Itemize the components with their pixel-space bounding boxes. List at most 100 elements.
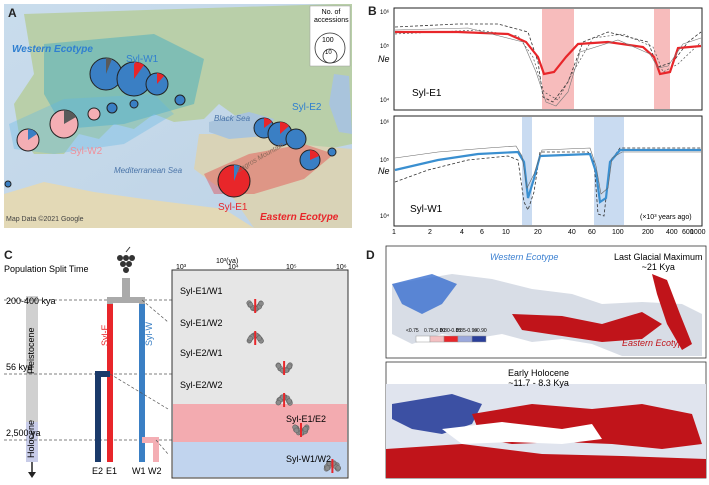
pie-w2-c <box>87 107 101 121</box>
lgm-west-suitability <box>392 274 457 314</box>
ne-ylabel-bottom: Ne <box>378 166 390 176</box>
leaf-w2: W2 <box>148 466 162 476</box>
connector-2 <box>109 373 169 410</box>
row-label-5: Syl-E1/E2 <box>286 414 327 424</box>
panel-d-label: D <box>366 248 375 262</box>
units-label: (×10³ years ago) <box>640 214 692 221</box>
e1-curve-thin <box>394 27 702 107</box>
axis-tick-1: 10³ <box>176 264 187 271</box>
ytick-bottom-3: 10⁴ <box>380 214 390 220</box>
pie-w1-e <box>129 99 139 109</box>
e1-curve-main <box>395 30 702 76</box>
panel-c-label: C <box>4 248 13 262</box>
axis-tick-3: 10⁵ <box>286 264 297 271</box>
panel-a-map <box>4 4 352 228</box>
split-point <box>258 300 264 307</box>
legend-title-line1: No. of <box>321 9 341 16</box>
syl-w-lineage-label: Syl-W <box>144 322 154 346</box>
lgm-title-line1: Last Glacial Maximum <box>614 252 703 262</box>
pie-e1-a <box>217 164 251 198</box>
ytick-bottom-1: 10⁶ <box>380 120 390 126</box>
row-label-3: Syl-E2/W1 <box>180 348 223 358</box>
split-point <box>286 363 293 369</box>
map-credit: Map Data ©2021 Google <box>6 216 84 223</box>
e1-shade-1 <box>542 9 574 109</box>
time-arrow-head <box>28 472 36 478</box>
panel-a: A No. of accessions 100 10 Western Ecoty… <box>4 4 352 228</box>
pie-w1-c <box>145 72 169 96</box>
split-point <box>256 335 262 341</box>
xtick-2: 2 <box>428 229 432 236</box>
accession-legend-box <box>309 5 351 67</box>
lgm-east-suitability-2 <box>652 274 692 350</box>
legend-title-line2: accessions <box>314 17 349 24</box>
xtick-4: 6 <box>480 229 484 236</box>
syl-e-lineage-label: Syl-E <box>100 324 110 346</box>
pie-w1-b <box>116 61 152 97</box>
xtick-3: 4 <box>460 229 464 236</box>
panel-a-label: A <box>8 6 17 20</box>
axis-tick-4: 10⁶ <box>336 264 347 271</box>
legend-swatch-4 <box>457 335 473 343</box>
pie-e2-e <box>327 147 337 157</box>
pie-small-west <box>4 180 12 188</box>
split-point <box>275 400 282 406</box>
pie-e2-c <box>285 128 307 150</box>
w1-curve-dashed <box>394 147 701 217</box>
split-axis-label: 10³(ya) <box>216 258 239 265</box>
holocene-east-suitability-2 <box>386 444 706 478</box>
xtick-12: 600 <box>682 229 694 236</box>
ytick-top-2: 10⁵ <box>380 44 390 50</box>
legend-range-2: 0.75-0.80 <box>424 328 446 334</box>
xtick-13: 1000 <box>690 229 706 236</box>
caspian-sea <box>329 74 352 134</box>
row-label-4: Syl-E2/W2 <box>180 380 223 390</box>
split-point <box>293 427 300 433</box>
syl-w1-label: Syl-W1 <box>126 54 159 65</box>
w1-shade-1 <box>522 117 532 225</box>
syl-w1-plot-label: Syl-W1 <box>410 204 443 215</box>
pie-w2-a <box>49 109 79 139</box>
e1e2-band <box>173 404 347 442</box>
lgm-title: Last Glacial Maximum ~21 Kya <box>614 252 703 272</box>
tree-branch-e2 <box>95 371 110 462</box>
syl-e2-label: Syl-E2 <box>292 102 322 113</box>
panel-d-maps <box>385 245 707 479</box>
split-point <box>286 398 292 404</box>
pie-w2-d <box>106 102 118 114</box>
e1-curve-dashed-1 <box>394 23 702 103</box>
lgm-east-suitability-1 <box>512 312 662 342</box>
africa-land <box>4 182 254 228</box>
lgm-title-line2: ~21 Kya <box>641 262 675 272</box>
legend-label-100: 100 <box>322 37 334 44</box>
syl-e1-plot-label: Syl-E1 <box>412 88 442 99</box>
pleistocene-bar <box>26 296 38 422</box>
ytick-top-3: 10⁴ <box>380 98 390 104</box>
legend-range-4: 0.85-0.90 <box>456 328 478 334</box>
split-point <box>275 363 282 369</box>
pie-w1-d <box>174 94 186 106</box>
legend-title: No. of accessions <box>314 9 349 25</box>
pleistocene-label: Pleistocene <box>26 327 36 374</box>
panel-c: C Population Split Time 10³(ya) <box>2 244 354 480</box>
legend-range-5: >0.90 <box>474 328 487 334</box>
split-time-title: Population Split Time <box>4 264 89 274</box>
panel-d: D Last Glacial Maximum ~21 Kya Western E… <box>362 244 708 480</box>
holocene-sea <box>442 422 602 444</box>
xtick-8: 60 <box>588 229 596 236</box>
holocene-title-line1: Early Holocene <box>508 368 570 378</box>
panel-b-label: B <box>368 4 377 18</box>
panel-b-plots <box>393 7 703 227</box>
xtick-5: 10 <box>502 229 510 236</box>
panel-c-tree <box>4 246 349 479</box>
split-point <box>247 301 254 308</box>
legend-range-3: 0.80-0.85 <box>440 328 462 334</box>
ne-ylabel-top: Ne <box>378 54 390 64</box>
w1-curve-thin <box>394 145 701 195</box>
west2-shade <box>9 94 174 154</box>
syl-e1-label: Syl-E1 <box>218 202 248 213</box>
panel-b: B Ne Ne 10⁶ 10⁵ 10⁴ 10⁶ 10⁵ 10⁴ Syl-E1 S… <box>358 2 706 240</box>
grape-icon <box>117 246 135 273</box>
time-label-1: 200-400 kya <box>6 296 56 306</box>
xtick-6: 20 <box>534 229 542 236</box>
